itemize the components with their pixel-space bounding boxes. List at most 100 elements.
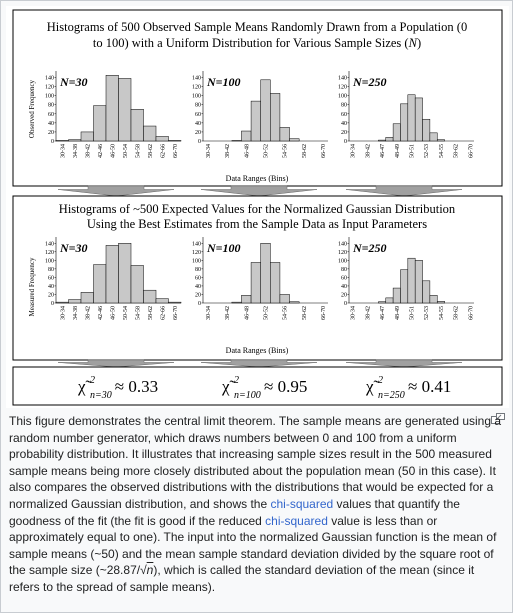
x-tick-label: 30-34: [60, 306, 66, 320]
histogram-bar: [400, 270, 407, 303]
clt-figure[interactable]: Histograms of 500 Observed Sample Means …: [6, 6, 509, 408]
figure-caption: This figure demonstrates the central lim…: [9, 413, 505, 596]
x-tick-label: 58-62: [302, 144, 308, 158]
x-tick-label: 50-52: [264, 144, 270, 158]
histogram-bar: [106, 75, 119, 141]
histogram-bar: [415, 98, 422, 141]
top-title-line2-prefix: to 100) with a Uniform Distribution for …: [93, 36, 409, 50]
y-tick-label: 100: [338, 94, 347, 100]
histogram-bar: [423, 281, 430, 303]
arrows-row-1: [58, 186, 462, 196]
histogram-bar: [156, 136, 169, 141]
y-tick-label: 40: [48, 284, 54, 290]
chi-squared-link-1[interactable]: chi-squared: [270, 497, 333, 511]
x-tick-label: 30-34: [206, 306, 212, 320]
top-x-axis-label: Data Ranges (Bins): [226, 174, 289, 183]
histogram-bar: [94, 106, 107, 141]
arrows-row-2: [58, 360, 462, 367]
down-arrow-icon: [346, 360, 462, 367]
y-tick-label: 60: [341, 112, 347, 118]
y-tick-label: 80: [341, 267, 347, 273]
x-tick-label: 38-42: [225, 306, 231, 320]
y-tick-label: 40: [341, 284, 347, 290]
histogram-bar: [119, 78, 132, 141]
y-tick-label: 20: [48, 292, 54, 298]
x-tick-label: 42-46: [98, 144, 104, 158]
top-title-line2-suffix: ): [417, 36, 421, 50]
x-tick-label: 58-62: [148, 144, 154, 158]
chi-subscript: n=30: [90, 390, 112, 401]
chi-superscript: 2: [378, 375, 383, 386]
x-tick-label: 38-42: [85, 306, 91, 320]
y-tick-label: 20: [341, 130, 347, 136]
histogram-bar: [437, 140, 444, 141]
figure-canvas: Histograms of 500 Observed Sample Means …: [6, 6, 509, 408]
histogram-bar: [81, 292, 94, 303]
histogram-bar: [81, 132, 94, 141]
x-tick-label: 54-55: [439, 306, 445, 320]
y-tick-label: 80: [48, 103, 54, 109]
sample-size-label: N=30: [59, 75, 88, 89]
x-tick-label: 58-62: [302, 306, 308, 320]
top-y-axis-label: Observed Frequency: [28, 79, 36, 138]
histogram-bar: [69, 300, 82, 303]
y-tick-label: 120: [338, 85, 347, 91]
x-tick-label: 38-42: [365, 306, 371, 320]
y-tick-label: 40: [195, 284, 201, 290]
histogram-bar: [386, 137, 393, 141]
y-tick-label: 20: [195, 292, 201, 298]
x-tick-label: 58-62: [454, 144, 460, 158]
histogram-bar: [270, 262, 280, 303]
chi-value: ≈ 0.95: [264, 377, 307, 396]
y-tick-label: 100: [192, 94, 201, 100]
x-tick-label: 50-54: [123, 144, 129, 158]
y-tick-label: 100: [45, 258, 54, 264]
y-tick-label: 40: [341, 121, 347, 127]
histogram-bar: [270, 93, 280, 141]
y-tick-label: 40: [195, 121, 201, 127]
y-tick-label: 140: [45, 241, 54, 247]
x-tick-label: 30-34: [351, 144, 357, 158]
histogram-bar: [131, 109, 144, 141]
x-tick-label: 58-62: [454, 306, 460, 320]
x-tick-label: 30-34: [351, 306, 357, 320]
histogram-bar: [290, 139, 300, 141]
y-tick-label: 100: [45, 94, 54, 100]
histogram-bar: [415, 260, 422, 303]
x-tick-label: 54-58: [135, 306, 141, 320]
histogram-bar: [280, 294, 290, 303]
y-tick-label: 20: [341, 292, 347, 298]
histogram-bar: [408, 95, 415, 141]
sample-size-label: N=250: [352, 241, 387, 255]
x-tick-label: 46-50: [110, 306, 116, 320]
sample-size-label: N=100: [206, 75, 241, 89]
x-tick-label: 34-38: [73, 306, 79, 320]
histogram-bar: [430, 133, 437, 141]
y-tick-label: 60: [48, 112, 54, 118]
histogram-bar: [430, 295, 437, 303]
y-tick-label: 140: [192, 76, 201, 82]
x-tick-label: 66-70: [321, 306, 327, 320]
mid-title-line2: Using the Best Estimates from the Sample…: [87, 217, 427, 231]
histogram-bar: [69, 140, 82, 141]
x-tick-label: 58-62: [148, 306, 154, 320]
y-tick-label: 120: [338, 250, 347, 256]
x-tick-label: 52-53: [424, 306, 430, 320]
x-tick-label: 38-42: [365, 144, 371, 158]
chi-subscript: n=250: [378, 390, 405, 401]
histogram-bar: [106, 245, 119, 303]
chi-squared-link-2[interactable]: chi-squared: [265, 514, 328, 528]
y-tick-label: 80: [341, 103, 347, 109]
x-tick-label: 46-47: [380, 306, 386, 320]
x-tick-label: 66-70: [468, 144, 474, 158]
y-tick-label: 120: [192, 85, 201, 91]
x-tick-label: 54-55: [439, 144, 445, 158]
x-tick-label: 46-50: [110, 144, 116, 158]
x-tick-label: 50-51: [410, 144, 416, 158]
x-tick-label: 48-49: [395, 306, 401, 320]
down-arrow-icon: [201, 360, 317, 367]
histogram-bar: [408, 258, 415, 303]
histogram-bar: [423, 119, 430, 141]
histogram-bar: [261, 243, 271, 303]
histogram-bar: [169, 302, 182, 303]
